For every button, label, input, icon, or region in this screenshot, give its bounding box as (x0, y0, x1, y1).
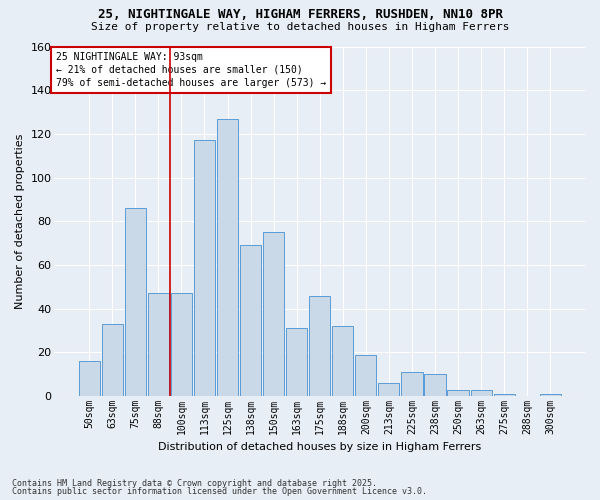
Bar (470, 390, 492, 396)
Bar (539, 394, 561, 396)
Bar (286, 328, 307, 396)
X-axis label: Distribution of detached houses by size in Higham Ferrers: Distribution of detached houses by size … (158, 442, 481, 452)
Bar (309, 296, 331, 396)
Bar (401, 372, 422, 396)
Bar (101, 324, 123, 396)
Bar (332, 326, 353, 396)
Bar (125, 208, 146, 396)
Text: Contains public sector information licensed under the Open Government Licence v3: Contains public sector information licen… (12, 487, 427, 496)
Bar (448, 390, 469, 396)
Bar (240, 246, 261, 396)
Bar (148, 294, 169, 396)
Bar (378, 383, 400, 396)
Bar (171, 294, 192, 396)
Y-axis label: Number of detached properties: Number of detached properties (15, 134, 25, 309)
Bar (194, 140, 215, 396)
Text: 25, NIGHTINGALE WAY, HIGHAM FERRERS, RUSHDEN, NN10 8PR: 25, NIGHTINGALE WAY, HIGHAM FERRERS, RUS… (97, 8, 503, 20)
Bar (355, 354, 376, 396)
Text: Contains HM Land Registry data © Crown copyright and database right 2025.: Contains HM Land Registry data © Crown c… (12, 478, 377, 488)
Bar (217, 118, 238, 396)
Bar (79, 361, 100, 396)
Bar (494, 394, 515, 396)
Text: Size of property relative to detached houses in Higham Ferrers: Size of property relative to detached ho… (91, 22, 509, 32)
Bar (424, 374, 446, 396)
Bar (263, 232, 284, 396)
Text: 25 NIGHTINGALE WAY: 93sqm
← 21% of detached houses are smaller (150)
79% of semi: 25 NIGHTINGALE WAY: 93sqm ← 21% of detac… (56, 52, 326, 88)
